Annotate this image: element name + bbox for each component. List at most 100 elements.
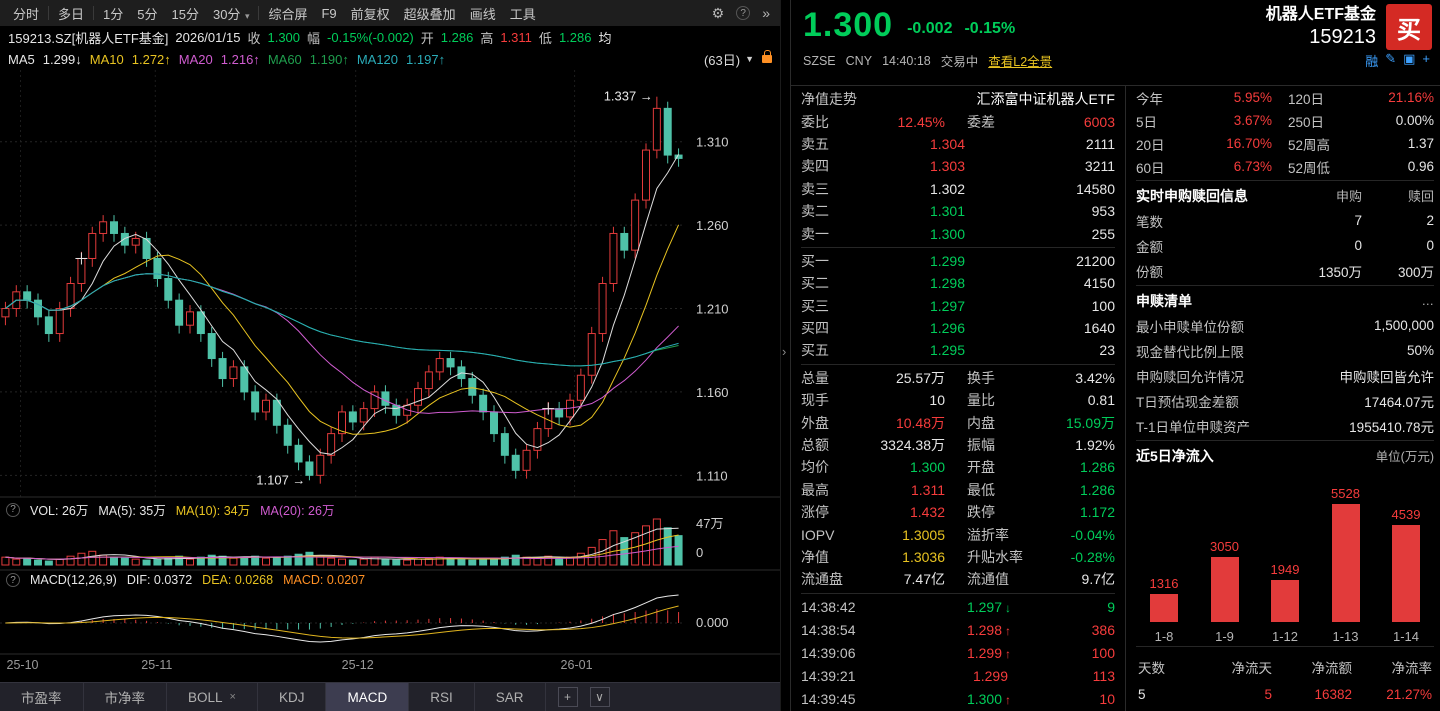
toolbar-separator [258, 6, 260, 20]
level-label: 买一 [801, 252, 829, 269]
tick-volume: 386 [1091, 622, 1115, 639]
flow-summary-value: 5 [1264, 687, 1272, 702]
toolbar-item-minute-view[interactable]: 分时 [13, 6, 40, 22]
perf-value: 5.95% [1233, 90, 1272, 105]
level-label: 买五 [801, 342, 829, 359]
toolbar-item-multi-day[interactable]: 多日 [58, 6, 85, 22]
add-icon[interactable]: + [1422, 51, 1430, 66]
subscription-row: 份额 1350万 300万 [1136, 258, 1434, 283]
perf-row: 60日 6.73% 52周低 0.96 [1136, 155, 1434, 178]
add-indicator-button[interactable]: + [557, 687, 578, 707]
chevron-down-icon[interactable]: ▼ [745, 54, 754, 64]
collapse-panel-button[interactable]: ∨ [589, 687, 610, 707]
redeem-col-label: 赎回 [1407, 189, 1434, 204]
toolbar-item-15min[interactable]: 15分 [171, 6, 199, 22]
toolbar-item-30min[interactable]: 30分 ▾ [212, 6, 250, 22]
panel-divider[interactable]: › [780, 0, 790, 711]
tick-price: 1.299 [972, 668, 1008, 685]
exchange-label: SZSE [803, 53, 836, 68]
ask-row[interactable]: 卖五 1.304 2111 [801, 133, 1115, 155]
toolbar-item-1min[interactable]: 1分 [103, 6, 124, 22]
toolbar-item-5min[interactable]: 5分 [137, 6, 158, 22]
edit-icon[interactable]: ✎ [1385, 51, 1397, 66]
subscription-section-header: 实时申购赎回信息 申购 赎回 [1136, 183, 1434, 208]
kline-svg[interactable]: 1.310 1.260 1.210 1.160 1.110 1.337 → 1.107 → 4… [0, 70, 780, 655]
svg-text:1.160: 1.160 [696, 385, 729, 400]
buy-button[interactable]: 买 [1386, 4, 1432, 50]
subscription-row: 金额 0 0 [1136, 233, 1434, 258]
nav-row[interactable]: 净值走势 汇添富中证机器人ETF [801, 88, 1115, 110]
ask-row[interactable]: 卖二 1.301 953 [801, 200, 1115, 222]
stat-row: 流通盘 7.47亿 流通值 9.7亿 [801, 568, 1115, 590]
ask-levels: 卖五 1.304 2111 卖四 1.303 3211 卖三 1.302 14580 卖二 1.30… [801, 133, 1115, 245]
kline-panel: 分时 多日 1分 5分 15分 30分 ▾ 综合屏 F9 前复权 超级叠加 画线 工具 ⚙? » 1592… [0, 0, 780, 711]
perf-value: 1.37 [1407, 136, 1434, 151]
redemption-label: 现金替代比例上限 [1136, 344, 1244, 360]
stat-value: 1.311 [911, 481, 945, 498]
tab-pe[interactable]: 市盈率 [0, 683, 84, 711]
perf-value: 6.73% [1233, 159, 1272, 174]
flow-section-header: 近5日净流入 单位(万元) [1136, 443, 1434, 468]
perf-row: 20日 16.70% 52周高 1.37 [1136, 132, 1434, 155]
close-icon[interactable]: × [229, 691, 236, 703]
ma-values: MA5 1.299↓ MA10 1.272↑ MA20 1.216↑ MA60 1.190↑ M… [8, 51, 446, 67]
date-axis-label: 26-01 [560, 658, 593, 672]
toolbar-item-tools[interactable]: 工具 [509, 6, 536, 22]
stat-label: IOPV [801, 526, 835, 543]
margin-financing-badge[interactable]: 融 [1365, 54, 1379, 69]
bid-row[interactable]: 买三 1.297 100 [801, 295, 1115, 317]
perf-label: 52周高 [1288, 137, 1331, 153]
level-label: 买三 [801, 297, 829, 314]
redeem-value: 2 [1426, 213, 1434, 228]
flow-bar [1210, 557, 1239, 622]
flow-bar [1150, 594, 1178, 622]
stat-value: 25.57万 [895, 369, 945, 386]
stat-value: 9.7亿 [1081, 571, 1115, 588]
instrument-name: 机器人ETF基金 [1265, 6, 1376, 23]
help-icon[interactable]: ? [736, 6, 751, 20]
weicha-label: 委差 [967, 113, 995, 130]
bid-row[interactable]: 买一 1.299 21200 [801, 250, 1115, 272]
more-link[interactable]: … [1421, 293, 1435, 308]
subscribe-col-label: 申购 [1335, 189, 1362, 204]
l2-view-link[interactable]: 查看L2全景 [988, 55, 1053, 69]
tick-row: 14:39:45 1.300 ↑ 10 [801, 688, 1115, 711]
perf-value: 16.70% [1226, 136, 1272, 151]
toolbar-item-f9[interactable]: F9 [321, 5, 337, 21]
tab-sar[interactable]: SAR [475, 683, 546, 711]
window-icon[interactable]: ▣ [1403, 51, 1416, 66]
redemption-section-header: 申赎清单 … [1136, 288, 1434, 313]
nav-label: 净值走势 [801, 91, 857, 108]
more-chevrons-icon[interactable]: » [762, 5, 770, 21]
tab-kdj[interactable]: KDJ [258, 683, 327, 711]
flow-bar-group: 3050 1-9 [1199, 472, 1251, 644]
tab-rsi[interactable]: RSI [409, 683, 475, 711]
flow-unit: 单位(万元) [1375, 450, 1434, 464]
redemption-row: 申购赎回允许情况 申购赎回皆允许 [1136, 363, 1434, 388]
range-selector[interactable]: (63日) ▼ [704, 50, 772, 69]
stat-label: 溢折率 [967, 526, 1009, 543]
collapse-handle-icon[interactable]: › [782, 344, 787, 359]
toolbar-item-composite-screen[interactable]: 综合屏 [268, 6, 308, 22]
ask-row[interactable]: 卖三 1.302 14580 [801, 178, 1115, 200]
ask-row[interactable]: 卖四 1.303 3211 [801, 155, 1115, 177]
lock-icon[interactable] [762, 50, 772, 63]
bid-row[interactable]: 买四 1.296 1640 [801, 317, 1115, 339]
stat-value: 15.09万 [1065, 414, 1115, 431]
stat-value: -0.28% [1070, 549, 1115, 565]
toolbar-item-super-overlay[interactable]: 超级叠加 [403, 6, 456, 22]
ask-row[interactable]: 卖一 1.300 255 [801, 222, 1115, 244]
flow-summary-value: 21.27% [1386, 687, 1432, 702]
settings-gear-icon[interactable]: ⚙ [711, 4, 725, 21]
toolbar-item-draw-line[interactable]: 画线 [469, 6, 496, 22]
tab-boll[interactable]: BOLL × [167, 683, 258, 711]
toolbar-item-forward-adjust[interactable]: 前复权 [350, 6, 390, 22]
kline-chart[interactable]: 1.310 1.260 1.210 1.160 1.110 1.337 → 1.107 → 4… [0, 70, 780, 655]
tab-pb[interactable]: 市净率 [84, 683, 167, 711]
stat-value: 3324.38万 [880, 437, 945, 454]
tab-macd[interactable]: MACD [326, 683, 410, 711]
bid-row[interactable]: 买二 1.298 4150 [801, 272, 1115, 294]
bid-row[interactable]: 买五 1.295 23 [801, 339, 1115, 361]
tick-row: 14:39:21 1.299 113 [801, 665, 1115, 688]
stat-label: 流通值 [967, 571, 1009, 588]
